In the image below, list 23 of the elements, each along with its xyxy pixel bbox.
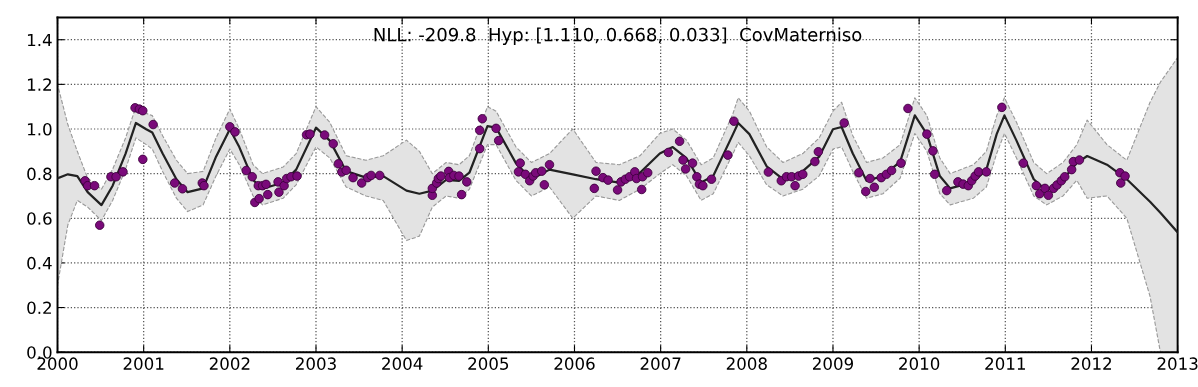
x-tick-label: 2010 — [899, 357, 940, 370]
y-tick-label: 1.4 — [27, 33, 52, 47]
y-tick-label: 1.2 — [27, 78, 51, 91]
x-tick-label: 2012 — [1071, 357, 1112, 370]
x-tick-label: 2005 — [468, 357, 509, 370]
annotation: NLL: -209.8 Hyp: [1.110, 0.668, 0.033] CovMaterniso — [374, 27, 862, 45]
x-tick-label: 2009 — [812, 357, 854, 370]
x-tick-label: 2002 — [209, 357, 250, 370]
y-tick-label: 0.8 — [27, 167, 52, 181]
x-tick-label: 2008 — [726, 357, 767, 370]
x-tick-label: 2013 — [1157, 357, 1198, 370]
x-tick-label: 2003 — [296, 357, 336, 370]
x-tick-label: 2007 — [640, 357, 681, 370]
y-tick-label: 1.0 — [27, 122, 52, 136]
y-tick-label: 0.6 — [27, 212, 52, 225]
x-tick-label: 2004 — [382, 357, 423, 370]
y-tick-label: 0.2 — [27, 301, 51, 315]
x-tick-label: 2001 — [123, 357, 164, 370]
x-tick-label: 2000 — [37, 357, 78, 370]
y-tick-label: 0.4 — [27, 256, 52, 270]
y-tick-label: 0.0 — [27, 346, 52, 359]
x-tick-label: 2006 — [554, 357, 595, 370]
x-tick-label: 2011 — [985, 357, 1025, 370]
